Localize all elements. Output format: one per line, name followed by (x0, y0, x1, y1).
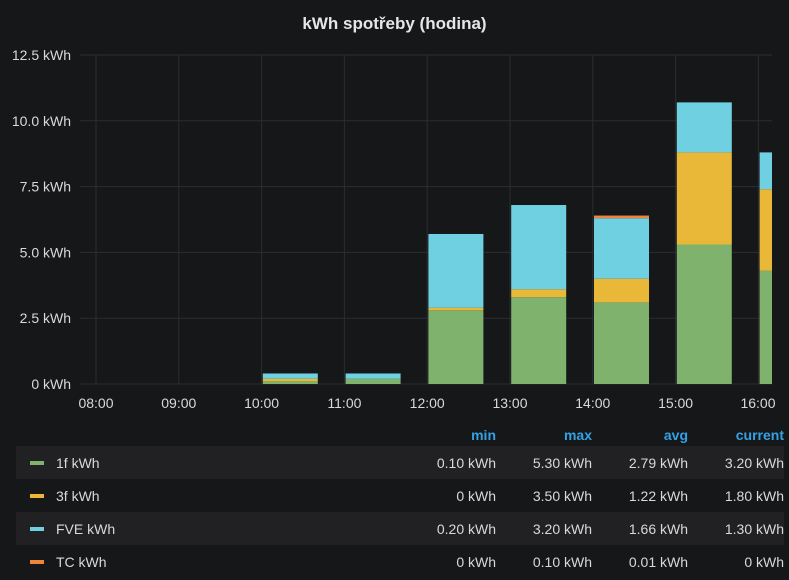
bar-segment (262, 378, 318, 382)
legend-avg: 2.79 kWh (628, 454, 688, 471)
bar-segment (759, 152, 772, 190)
x-tick-label: 16:00 (740, 395, 775, 411)
bar-segment (511, 205, 567, 290)
legend-min: 0.10 kWh (436, 454, 496, 471)
bar-segment (262, 381, 318, 384)
bar-segment (594, 302, 649, 384)
legend-current: 0 kWh (744, 553, 784, 570)
legend-max: 3.50 kWh (532, 487, 592, 504)
legend-min: 0.20 kWh (436, 520, 496, 537)
bar-segment (428, 310, 484, 384)
bar-segment (676, 102, 732, 153)
bar-segment (759, 270, 772, 384)
bar-segment (759, 189, 772, 271)
legend-table: min max avg current 1f kWh 0.10 kWh 5.30… (16, 424, 784, 578)
legend-swatch (30, 526, 44, 531)
legend-swatch (30, 493, 44, 498)
chart-title: kWh spotřeby (hodina) (302, 14, 487, 33)
bar-segment (345, 378, 401, 384)
legend-avg: 1.22 kWh (628, 487, 688, 504)
legend-row-tc[interactable]: TC kWh 0 kWh 0.10 kWh 0.01 kWh 0 kWh (16, 545, 784, 578)
bar-chart: 0 kWh 2.5 kWh 5.0 kWh 7.5 kWh 10.0 kWh 12.5 k… (12, 47, 776, 411)
legend-avg: 0.01 kWh (628, 553, 688, 570)
x-tick-label: 15:00 (658, 395, 693, 411)
bar-segment (511, 297, 567, 384)
bar-segment (594, 278, 649, 303)
legend-max: 3.20 kWh (532, 520, 592, 537)
legend-swatch (30, 460, 44, 465)
x-tick-label: 10:00 (244, 395, 279, 411)
legend-series-name[interactable]: FVE kWh (56, 520, 116, 537)
y-tick-label: 2.5 kWh (20, 310, 71, 326)
y-tick-label: 10.0 kWh (12, 113, 71, 129)
x-tick-label: 13:00 (492, 395, 527, 411)
x-tick-label: 09:00 (161, 395, 196, 411)
legend-series-name[interactable]: TC kWh (56, 553, 107, 570)
bar-segment (428, 233, 484, 308)
legend-header-avg[interactable]: avg (663, 427, 688, 443)
legend-current: 1.30 kWh (724, 520, 784, 537)
legend-current: 1.80 kWh (724, 487, 784, 504)
x-tick-label: 08:00 (78, 395, 113, 411)
legend-header-min[interactable]: min (471, 427, 496, 443)
y-tick-label: 7.5 kWh (20, 179, 71, 195)
legend-row-fve[interactable]: FVE kWh 0.20 kWh 3.20 kWh 1.66 kWh 1.30 … (16, 512, 784, 545)
legend-swatch (30, 559, 44, 564)
x-tick-label: 12:00 (410, 395, 445, 411)
bar-segment (676, 244, 732, 384)
bar-segment (676, 152, 732, 245)
legend-row-1f[interactable]: 1f kWh 0.10 kWh 5.30 kWh 2.79 kWh 3.20 k… (16, 446, 784, 479)
legend-max: 0.10 kWh (532, 553, 592, 570)
legend-row-3f[interactable]: 3f kWh 0 kWh 3.50 kWh 1.22 kWh 1.80 kWh (16, 479, 784, 512)
legend-min: 0 kWh (456, 553, 496, 570)
x-tick-label: 11:00 (327, 395, 361, 411)
y-tick-label: 12.5 kWh (12, 47, 71, 63)
bar-segment (594, 215, 649, 219)
legend-header-max[interactable]: max (563, 427, 592, 443)
y-tick-label: 5.0 kWh (20, 244, 71, 260)
legend-min: 0 kWh (456, 487, 496, 504)
legend-series-name[interactable]: 1f kWh (56, 454, 100, 471)
y-tick-label: 0 kWh (31, 376, 71, 392)
legend-header: min max avg current (16, 424, 784, 446)
x-tick-label: 14:00 (575, 395, 610, 411)
bar-segment (511, 289, 567, 298)
bar-segment (594, 218, 649, 279)
bar-segment (262, 373, 318, 379)
legend-header-current[interactable]: current (735, 427, 784, 443)
bar-segment (345, 373, 401, 379)
legend-series-name[interactable]: 3f kWh (56, 487, 100, 504)
bar-segment (428, 307, 484, 311)
legend-max: 5.30 kWh (532, 454, 592, 471)
legend-avg: 1.66 kWh (628, 520, 688, 537)
legend-current: 3.20 kWh (724, 454, 784, 471)
